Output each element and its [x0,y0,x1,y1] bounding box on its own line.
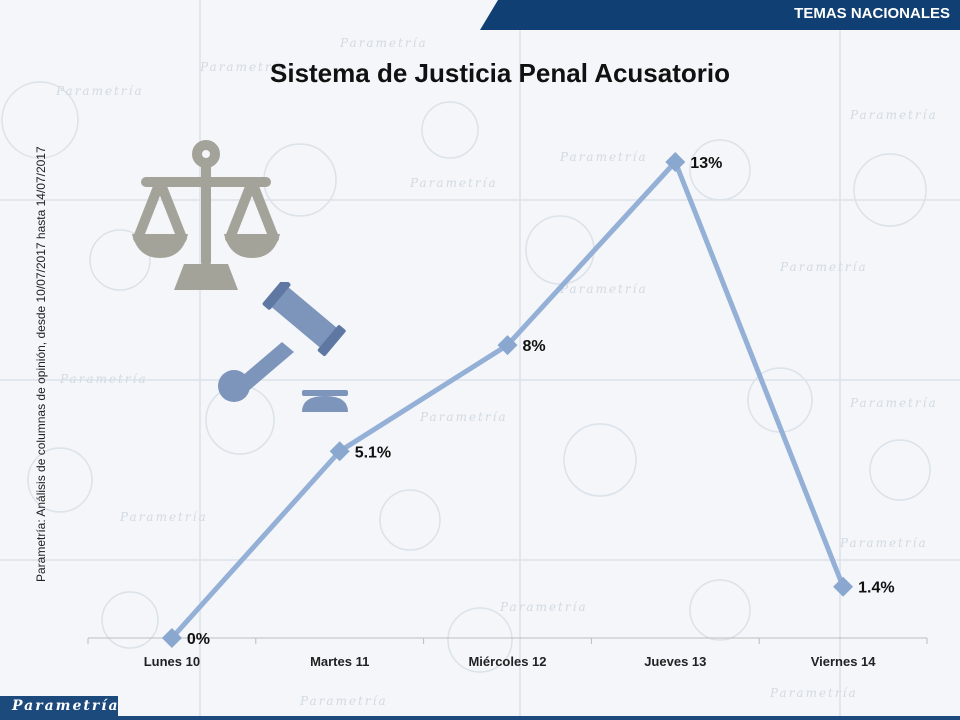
footer-logo: Parametría [0,696,118,718]
watermark-text: Parametría [560,282,648,296]
gavel-icon [218,282,348,412]
chart-title: Sistema de Justicia Penal Acusatorio [270,58,730,88]
watermark-text: Parametría [840,536,928,550]
watermark-text: Parametría [60,372,148,386]
data-label: 8% [523,338,546,355]
watermark-text: Parametría [56,84,144,98]
watermark-text: Parametría [120,510,208,524]
data-point-marker [497,335,518,356]
watermark-text: Parametría [770,686,858,700]
category-label: Jueves 13 [644,654,706,669]
watermark-text: Parametría [340,36,428,50]
banner-shape [480,0,960,30]
scales-of-justice-icon [132,140,280,290]
section-banner [480,0,960,30]
watermark-text: Parametría [850,396,938,410]
data-point-marker [161,628,182,648]
data-point-marker [329,441,350,462]
logo-text: Parametría [12,698,120,714]
watermark-text: Parametría [500,600,588,614]
footer-bar [0,716,960,720]
data-point-marker [833,576,854,597]
series-line [170,159,846,640]
category-label: Lunes 10 [144,654,200,669]
watermark-text: Parametría [420,410,508,424]
data-label: 13% [690,155,722,172]
data-label: 1.4% [858,580,894,597]
data-point-marker [665,152,686,172]
watermark-text: Parametría [410,176,498,190]
watermark-text: Parametría [560,150,648,164]
watermark-text: Parametría [300,694,388,708]
data-label: 0% [187,631,210,648]
category-label: Martes 11 [310,654,369,669]
data-label: 5.1% [355,444,391,461]
watermark-text: Parametría [780,260,868,274]
watermark-text: Parametría [850,108,938,122]
category-label: Viernes 14 [811,654,877,669]
category-label: Miércoles 12 [468,654,546,669]
section-label: TEMAS NACIONALES [794,5,950,22]
watermark-text: Parametría [200,60,288,74]
